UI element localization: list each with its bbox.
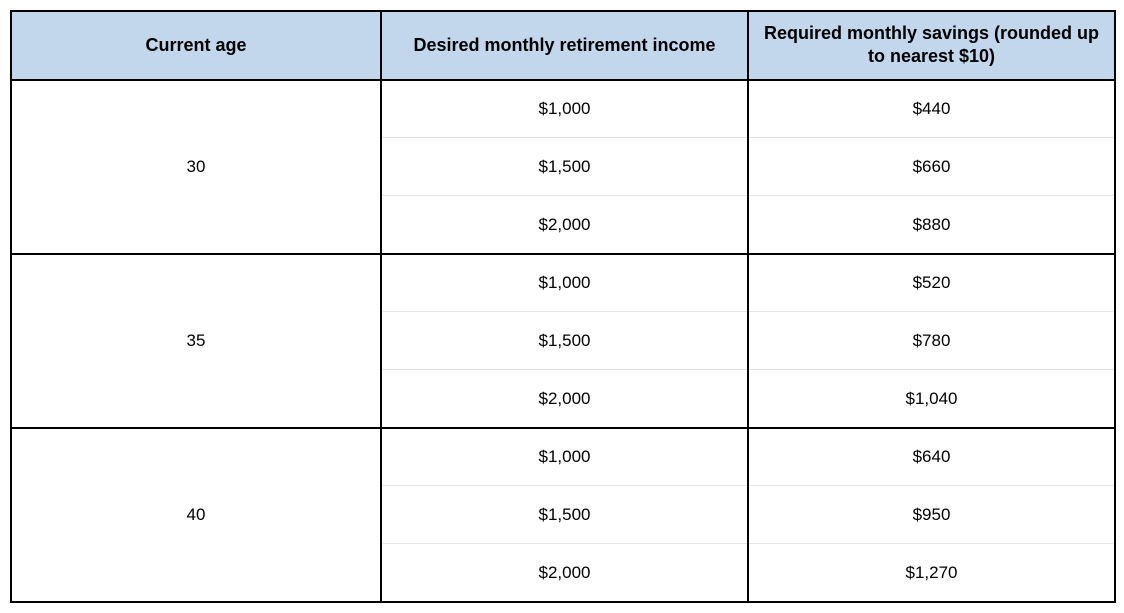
income-cell: $2,000 — [381, 196, 748, 254]
header-required-savings: Required monthly savings (rounded up to … — [748, 11, 1115, 80]
age-cell: 30 — [11, 80, 381, 254]
income-cell: $1,000 — [381, 80, 748, 138]
savings-cell: $640 — [748, 428, 1115, 486]
header-current-age: Current age — [11, 11, 381, 80]
savings-cell: $880 — [748, 196, 1115, 254]
header-desired-income: Desired monthly retirement income — [381, 11, 748, 80]
income-cell: $1,500 — [381, 138, 748, 196]
age-cell: 40 — [11, 428, 381, 602]
age-cell: 35 — [11, 254, 381, 428]
income-cell: $1,000 — [381, 254, 748, 312]
income-cell: $1,500 — [381, 486, 748, 544]
income-cell: $1,500 — [381, 312, 748, 370]
income-cell: $2,000 — [381, 370, 748, 428]
savings-cell: $1,270 — [748, 544, 1115, 602]
table-row: 40 $1,000 $640 — [11, 428, 1115, 486]
table-header-row: Current age Desired monthly retirement i… — [11, 11, 1115, 80]
income-cell: $2,000 — [381, 544, 748, 602]
savings-cell: $1,040 — [748, 370, 1115, 428]
table-row: 35 $1,000 $520 — [11, 254, 1115, 312]
savings-cell: $950 — [748, 486, 1115, 544]
savings-cell: $660 — [748, 138, 1115, 196]
income-cell: $1,000 — [381, 428, 748, 486]
table-row: 30 $1,000 $440 — [11, 80, 1115, 138]
savings-cell: $780 — [748, 312, 1115, 370]
savings-cell: $440 — [748, 80, 1115, 138]
savings-cell: $520 — [748, 254, 1115, 312]
retirement-savings-table: Current age Desired monthly retirement i… — [10, 10, 1116, 603]
